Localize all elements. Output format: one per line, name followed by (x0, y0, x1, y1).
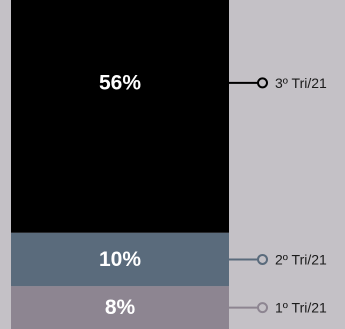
legend-label-3-tri-21: 3º Tri/21 (275, 75, 327, 91)
bar-segment-1-tri-21 (11, 286, 229, 329)
legend-label-2-tri-21: 2º Tri/21 (275, 251, 327, 267)
data-label-3-tri-21: 56% (99, 71, 141, 94)
data-label-2-tri-21: 10% (99, 248, 141, 271)
legend-marker-3-tri-21 (257, 77, 268, 89)
bar-segment-3-tri-21 (11, 0, 229, 233)
legend-marker-1-tri-21 (257, 302, 268, 314)
legend-label-1-tri-21: 1º Tri/21 (275, 300, 327, 316)
bar-segment-2-tri-21 (11, 232, 229, 287)
legend-marker-2-tri-21 (257, 253, 268, 265)
data-label-1-tri-21: 8% (105, 296, 136, 319)
